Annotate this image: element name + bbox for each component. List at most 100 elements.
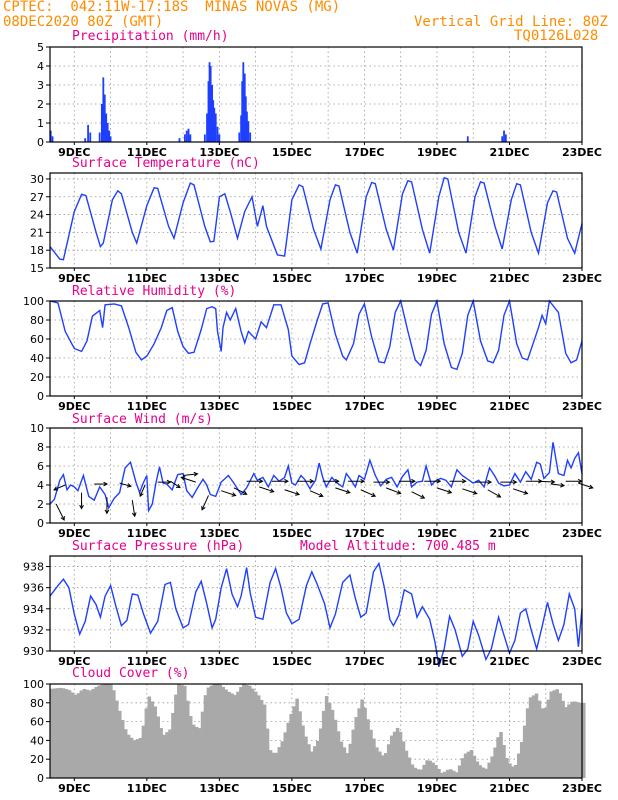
wind-arrowhead (166, 479, 172, 485)
wind-vector (360, 489, 376, 497)
cloud-bar (472, 755, 477, 778)
wind-xtick-label: 9DEC (58, 527, 90, 540)
wind-vector (284, 489, 300, 496)
cloud-bar (369, 729, 373, 778)
cloud-bar (52, 688, 57, 778)
wind-arrowhead (345, 489, 351, 494)
precip-bar (244, 96, 247, 142)
cloud-bar (206, 687, 211, 778)
cloud-bar (481, 767, 486, 778)
precip-xtick-label: 13DEC (199, 146, 239, 159)
cloud-bar (165, 732, 169, 778)
rh-xtick-label: 15DEC (272, 400, 312, 413)
cloud-bar (519, 742, 524, 778)
press-xtick-label: 17DEC (344, 655, 384, 668)
temp-xtick-label: 21DEC (489, 272, 529, 285)
temp-xtick-label: 15DEC (272, 272, 312, 285)
cloud-bar (416, 769, 421, 778)
cloud-bar (268, 750, 273, 778)
cloud-bar (582, 702, 586, 778)
cloud-xtick-label: 23DEC (562, 782, 602, 795)
cloud-ytick-label: 60 (30, 716, 44, 729)
wind-arrowhead (496, 493, 502, 498)
cloud-bar (298, 711, 302, 778)
rh-xtick-label: 21DEC (489, 400, 529, 413)
cloud-ytick-label: 40 (30, 734, 44, 747)
precip-bar (84, 138, 87, 142)
wind-arrowhead (175, 483, 181, 489)
cloud-bar (224, 689, 228, 778)
press-altitude: Model Altitude: 700.485 m (300, 539, 496, 554)
cloud-bar (383, 753, 388, 778)
rh-title: Relative Humidity (%) (72, 284, 237, 299)
wind-vector (53, 484, 66, 491)
wind-arrowhead (103, 481, 109, 487)
wind-vector (139, 484, 146, 497)
wind-arrowhead (461, 478, 467, 484)
wind-arrowhead (201, 505, 206, 511)
press-series-line (49, 561, 583, 668)
precip-bar (89, 132, 92, 142)
cloud-ytick-label: 100 (23, 678, 44, 691)
temp-frame (49, 172, 583, 269)
cloud-bar (522, 725, 527, 778)
cloud-bar (103, 684, 107, 778)
precip-bar (108, 130, 111, 142)
header-station: CPTEC: 042:11W-17:18S MINAS NOVAS (MG) (3, 0, 341, 15)
cloud-bar (304, 736, 308, 778)
precip-bar (209, 66, 212, 142)
wind-arrowhead (104, 509, 110, 515)
cloud-bar (212, 684, 217, 778)
cloud-bar (106, 684, 110, 778)
wind-arrowhead (420, 494, 426, 499)
wind-arrowhead (360, 478, 366, 484)
precip-bar (218, 134, 221, 142)
precip-bar (206, 113, 208, 142)
press-xtick-label: 11DEC (127, 655, 167, 668)
wind-arrowhead (523, 490, 529, 495)
press-xtick-label: 21DEC (489, 655, 529, 668)
wind-vector (551, 483, 565, 487)
cloud-bar (203, 695, 208, 778)
cloud-bar (567, 704, 571, 778)
press-ytick-label: 932 (23, 624, 44, 637)
precip-bar (207, 81, 210, 142)
wind-arrowhead (550, 479, 556, 485)
cloud-bar (546, 699, 551, 778)
precip-bar (214, 113, 217, 142)
precip-bar (246, 111, 248, 142)
cloud-bar (91, 688, 95, 778)
cloud-bar (301, 725, 305, 778)
cloud-bar (493, 747, 497, 778)
header-model: TQ0126L028 (514, 28, 599, 44)
wind-vector (538, 480, 555, 483)
cloud-bar (144, 708, 149, 778)
wind-arrowhead (447, 489, 453, 494)
wind-title: Surface Wind (m/s) (72, 412, 213, 427)
precip-bar (243, 73, 246, 142)
temp-ytick-label: 18 (30, 244, 44, 257)
precip-bar (178, 138, 181, 142)
cloud-bar (407, 757, 412, 778)
wind-xtick-label: 17DEC (344, 527, 384, 540)
wind-arrowhead (193, 471, 199, 477)
cloud-bar (540, 708, 545, 778)
wind-vector (487, 489, 501, 498)
cloud-bar (259, 699, 264, 778)
cloud-bar (191, 724, 196, 778)
cloud-bar (475, 761, 480, 778)
precip-title: Precipitation (mm/h) (72, 29, 229, 44)
rh-series-line (49, 298, 583, 371)
cloud-bar (242, 684, 246, 778)
rh-xtick-label: 11DEC (127, 400, 167, 413)
cloud-bar (132, 740, 137, 778)
rh-ytick-label: 100 (23, 295, 44, 308)
cloud-bar (502, 745, 506, 778)
wind-vector (233, 487, 247, 495)
wind-arrowhead (385, 479, 391, 485)
precip-bar (466, 136, 469, 142)
precip-bar (238, 132, 241, 142)
cloud-bar (55, 688, 60, 778)
cloud-bar (564, 707, 568, 778)
cloud-bar (348, 743, 353, 778)
